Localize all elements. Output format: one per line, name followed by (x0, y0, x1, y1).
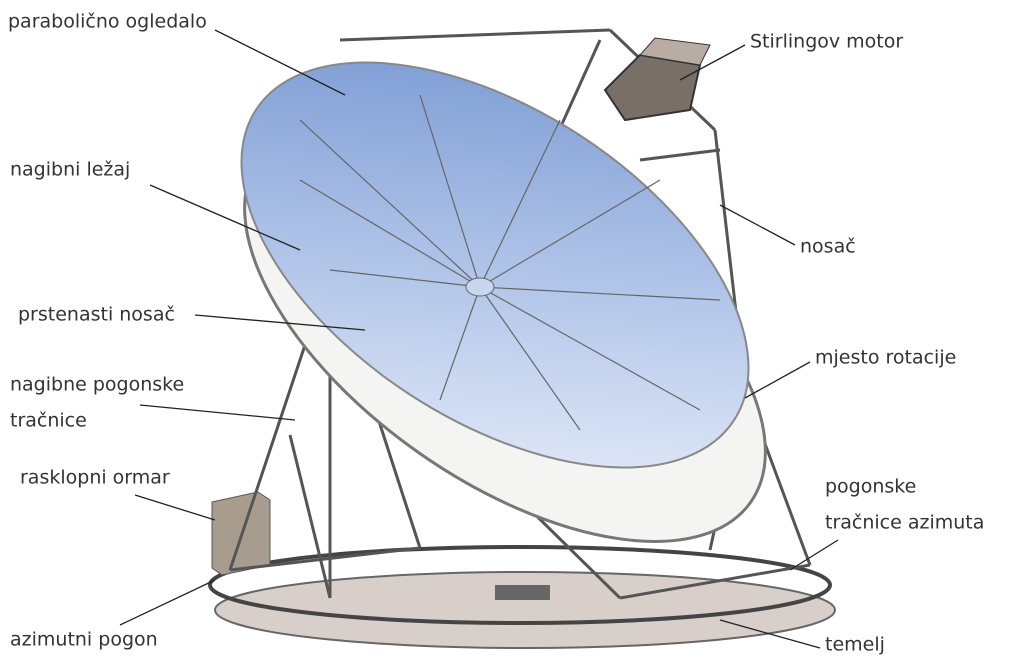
label: tračnice (10, 410, 87, 432)
leader-line (745, 362, 810, 398)
label: tračnice azimuta (825, 512, 984, 534)
stirling-engine (605, 55, 700, 120)
azimuth-drive (495, 585, 550, 600)
label: azimutni pogon (10, 629, 158, 651)
leader-line (135, 495, 215, 520)
leader-line (140, 405, 295, 420)
label: Stirlingov motor (750, 31, 903, 53)
mirror-center (466, 278, 494, 296)
label: parabolično ogledalo (8, 11, 207, 33)
label: prstenasti nosač (18, 304, 175, 326)
label: mjesto rotacije (815, 347, 956, 369)
label: temelj (825, 634, 885, 656)
illustration (172, 0, 837, 648)
diagram: parabolično ogledalo Stirlingov motor nagi… (0, 0, 1015, 664)
leader-line (790, 540, 838, 570)
label: pogonske (825, 476, 916, 498)
label: nagibne pogonske (10, 374, 184, 396)
label: nagibni ležaj (10, 159, 130, 181)
label: nosač (800, 236, 856, 258)
label: rasklopni ormar (20, 467, 170, 489)
leader-line (120, 580, 215, 625)
leader-line (720, 205, 795, 245)
